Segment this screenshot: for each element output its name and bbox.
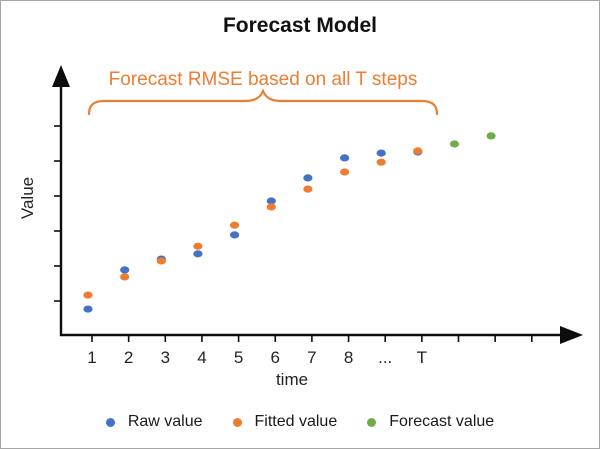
y-axis-title: Value [18, 176, 37, 220]
x-tick-label: 1 [87, 348, 96, 367]
tick-marks [54, 125, 533, 342]
data-point [376, 149, 386, 157]
legend-label-fitted: Fitted value [254, 413, 338, 430]
data-point [303, 174, 313, 182]
x-tick-label: 7 [307, 348, 316, 367]
data-point [266, 197, 276, 205]
data-point [376, 158, 386, 166]
rmse-annotation: Forecast RMSE based on all T steps [108, 69, 418, 90]
legend-label-forecast: Forecast value [389, 413, 495, 430]
x-tick-label: 4 [197, 348, 206, 367]
data-point [83, 291, 93, 299]
x-tick-label: T [417, 348, 427, 367]
data-point [230, 231, 240, 239]
x-tick-label: 3 [161, 348, 170, 367]
x-axis-arrow [560, 326, 583, 344]
x-tick-label: 5 [234, 348, 243, 367]
data-point [340, 168, 350, 176]
data-point [413, 147, 423, 155]
legend-item-forecast: Forecast value [367, 413, 494, 431]
data-point [230, 221, 240, 229]
x-tick-labels: 1 2 3 4 5 6 7 8... T [87, 348, 427, 367]
x-tick-label: 8 [344, 348, 353, 367]
x-tick-label: 6 [271, 348, 280, 367]
legend-item-raw: Raw value [105, 413, 203, 431]
legend: Raw value Fitted value Forecast value [1, 413, 599, 431]
data-point [340, 154, 350, 162]
data-point [120, 266, 130, 274]
forecast-value-dot-icon [367, 417, 377, 427]
x-tick-label: 2 [124, 348, 133, 367]
overbrace [87, 88, 439, 116]
data-point [486, 132, 496, 140]
data-point [303, 185, 313, 193]
data-point [193, 250, 203, 258]
legend-item-fitted: Fitted value [232, 413, 338, 431]
data-points [83, 132, 496, 313]
data-point [449, 140, 460, 148]
data-point [266, 203, 276, 211]
data-point [156, 257, 166, 265]
raw-value-dot-icon [105, 417, 115, 427]
fitted-value-dot-icon [232, 417, 242, 427]
x-tick-label: ... [378, 348, 392, 367]
x-axis-title: time [275, 370, 309, 389]
data-point [120, 273, 130, 281]
legend-label-raw: Raw value [127, 413, 203, 430]
data-point [83, 305, 93, 313]
chart-title: Forecast Model [222, 14, 378, 37]
y-axis-arrow [52, 65, 70, 87]
data-point [193, 242, 203, 250]
